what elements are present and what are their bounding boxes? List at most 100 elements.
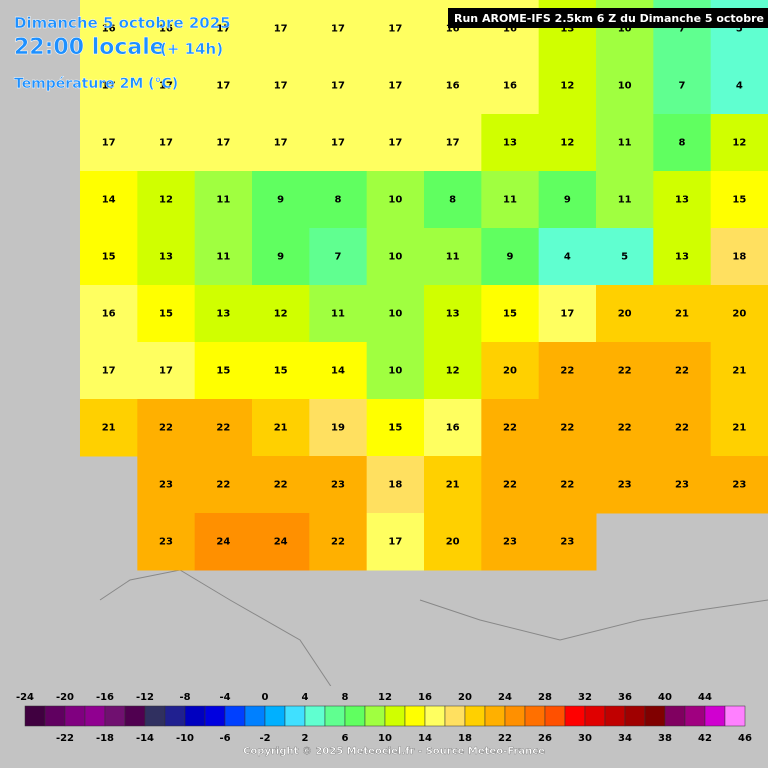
- cell-value: 5: [621, 252, 628, 263]
- grid-cell: [366, 0, 425, 58]
- grid-cell: [80, 57, 138, 115]
- cell-value: 10: [388, 309, 402, 320]
- cell-value: 17: [388, 81, 402, 92]
- grid-cell: [366, 57, 425, 115]
- grid-cell: [366, 228, 425, 286]
- grid-cell: [653, 228, 712, 286]
- cell-value: 20: [732, 309, 746, 320]
- cell-value: 17: [216, 138, 230, 149]
- cell-value: 13: [503, 138, 517, 149]
- scale-swatch: [444, 705, 466, 727]
- cell-value: 12: [159, 195, 173, 206]
- grid-cell: [596, 114, 654, 172]
- grid-cell: [710, 171, 768, 229]
- grid-cell: [538, 456, 597, 514]
- grid-cell: [538, 171, 597, 229]
- scale-swatch: [724, 705, 746, 727]
- cell-value: 13: [216, 309, 230, 320]
- cell-value: 23: [560, 537, 574, 548]
- cell-value: 21: [732, 423, 746, 434]
- cell-value: 13: [446, 309, 460, 320]
- grid-cell: [596, 456, 654, 514]
- cell-value: 17: [159, 81, 173, 92]
- cell-value: 17: [216, 81, 230, 92]
- cell-value: 21: [102, 423, 116, 434]
- cell-value: 17: [102, 81, 116, 92]
- cell-value: 16: [159, 24, 173, 35]
- scale-label: 0: [262, 692, 269, 703]
- cell-value: 22: [675, 423, 689, 434]
- grid-cell: [137, 171, 196, 229]
- scale-label: 2: [302, 733, 309, 744]
- grid-cell: [424, 285, 482, 343]
- scale-label: 32: [578, 692, 592, 703]
- copyright: Copyright © 2025 Meteociel.fr - Source M…: [243, 746, 545, 757]
- cell-value: 20: [618, 309, 632, 320]
- cell-value: 23: [159, 480, 173, 491]
- cell-value: 17: [560, 309, 574, 320]
- scale-label: 8: [342, 692, 349, 703]
- cell-value: 22: [159, 423, 173, 434]
- cell-value: 21: [274, 423, 288, 434]
- grid-cell: [653, 456, 712, 514]
- cell-value: 17: [274, 24, 288, 35]
- scale-label: 20: [458, 692, 472, 703]
- cell-value: 10: [618, 24, 632, 35]
- grid-cell: [538, 57, 597, 115]
- cell-value: 17: [331, 138, 345, 149]
- grid-cell: [596, 228, 654, 286]
- grid-cell: [194, 171, 253, 229]
- cell-value: 9: [507, 252, 514, 263]
- scale-label: 12: [378, 692, 392, 703]
- scale-swatch: [344, 705, 366, 727]
- cell-value: 13: [675, 252, 689, 263]
- scale-swatch: [524, 705, 546, 727]
- cell-value: 16: [503, 24, 517, 35]
- grid-cell: [538, 285, 597, 343]
- cell-value: 22: [503, 480, 517, 491]
- cell-value: 15: [732, 195, 746, 206]
- cell-value: 12: [732, 138, 746, 149]
- cell-value: 13: [560, 24, 574, 35]
- scale-swatch: [44, 705, 66, 727]
- cell-value: 11: [216, 252, 230, 263]
- grid-cell: [653, 285, 712, 343]
- scale-swatch: [204, 705, 226, 727]
- scale-label: -4: [219, 692, 230, 703]
- cell-value: 10: [388, 366, 402, 377]
- grid-cell: [710, 228, 768, 286]
- cell-value: 17: [388, 537, 402, 548]
- grid-cell: [424, 456, 482, 514]
- grid-cell: [538, 513, 597, 571]
- grid-cell: [309, 513, 368, 571]
- scale-label: -18: [96, 733, 114, 744]
- grid-cell: [252, 171, 310, 229]
- cell-value: 18: [388, 480, 402, 491]
- cell-value: 24: [274, 537, 288, 548]
- grid-cell: [424, 57, 482, 115]
- scale-label: 34: [618, 733, 632, 744]
- cell-value: 21: [446, 480, 460, 491]
- grid-cell: [538, 399, 597, 457]
- grid-cell: [194, 57, 253, 115]
- cell-value: 17: [388, 138, 402, 149]
- scale-swatch: [624, 705, 646, 727]
- cell-value: 18: [732, 252, 746, 263]
- cell-value: 15: [216, 366, 230, 377]
- cell-value: 11: [331, 309, 345, 320]
- grid-cell: [424, 399, 482, 457]
- scale-swatch: [704, 705, 726, 727]
- run-banner: [448, 8, 768, 28]
- grid-cell: [80, 342, 138, 400]
- cell-value: 15: [274, 366, 288, 377]
- cell-value: 22: [560, 423, 574, 434]
- grid-cell: [80, 399, 138, 457]
- cell-value: 24: [216, 537, 230, 548]
- cell-value: 21: [732, 366, 746, 377]
- scale-label: 6: [342, 733, 349, 744]
- scale-swatch: [644, 705, 666, 727]
- offset-label: (+ 14h): [160, 40, 223, 58]
- cell-value: 15: [503, 309, 517, 320]
- cell-value: 10: [618, 81, 632, 92]
- scale-label: -20: [56, 692, 74, 703]
